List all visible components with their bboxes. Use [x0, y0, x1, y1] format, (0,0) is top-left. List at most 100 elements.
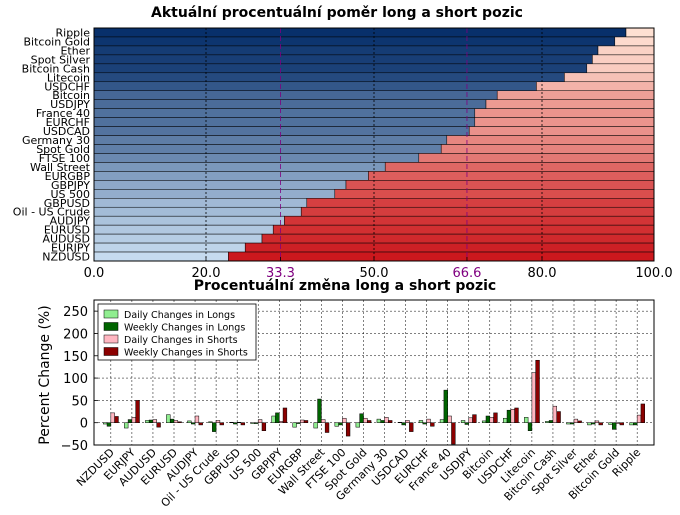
change-bar — [367, 420, 372, 423]
long-bar — [93, 189, 336, 199]
change-bar — [615, 422, 621, 424]
legend-swatch — [103, 347, 119, 356]
change-bar — [569, 422, 575, 425]
change-bar — [447, 415, 452, 423]
short-bar — [496, 90, 655, 100]
long-bar — [93, 117, 476, 127]
change-bar — [376, 418, 381, 423]
change-bar — [103, 422, 108, 425]
change-bar — [233, 422, 238, 425]
long-bar — [93, 54, 593, 65]
short-bar — [300, 206, 655, 217]
ratio-category-label: Litecoin — [47, 71, 90, 84]
legend-swatch — [103, 309, 119, 319]
short-bar — [597, 45, 655, 56]
long-bar — [93, 206, 302, 217]
long-bar — [93, 251, 229, 262]
long-bar — [93, 198, 308, 208]
short-bar — [272, 224, 655, 235]
change-bar — [430, 422, 435, 427]
change-bar — [145, 420, 150, 423]
long-bar — [93, 36, 616, 47]
short-bar — [228, 251, 655, 262]
change-bar — [300, 419, 305, 423]
change-legend: Daily Changes in Longs Weekly Changes in … — [97, 303, 257, 361]
ratio-category-label: NZDUSD — [42, 251, 90, 264]
ratio-chart: Aktuální procentuální poměr long a short… — [13, 5, 673, 281]
change-bar — [250, 422, 255, 424]
change-bar — [503, 417, 508, 423]
change-bar — [552, 405, 557, 423]
change-bar — [215, 420, 221, 423]
legend-label: Daily Changes in Longs — [124, 310, 235, 321]
ratio-category-label: Spot Silver — [31, 53, 91, 66]
long-bar — [93, 242, 246, 253]
short-bar — [368, 171, 655, 181]
y-tick-label: 150 — [63, 350, 88, 365]
change-bar — [598, 422, 603, 426]
long-bar — [93, 99, 487, 109]
x-tick-label: 80.0 — [528, 266, 557, 281]
change-bar — [363, 417, 368, 423]
change-bar — [384, 417, 389, 423]
change-bar — [194, 415, 200, 423]
change-bar — [573, 418, 579, 423]
change-chart-title: Procentuální změna long a short pozic — [194, 278, 496, 294]
y-tick-label: 200 — [63, 327, 88, 342]
ratio-category-label: EURUSD — [44, 224, 90, 237]
short-bar — [614, 36, 655, 47]
change-bar — [106, 422, 112, 427]
change-bar — [127, 419, 133, 423]
long-bar — [93, 126, 470, 136]
change-bar — [524, 417, 529, 423]
change-bar — [388, 420, 393, 423]
change-bar — [321, 419, 326, 423]
change-bar — [282, 407, 288, 423]
long-bar — [93, 72, 565, 83]
change-bar — [640, 403, 645, 423]
change-bar — [587, 422, 592, 426]
ratio-category-label: Germany 30 — [22, 134, 90, 147]
change-bar — [240, 422, 245, 426]
ratio-category-label: GBPUSD — [44, 197, 90, 210]
change-bar — [169, 418, 175, 423]
y-tick-label: 100 — [63, 372, 88, 387]
change-bar — [229, 421, 234, 423]
x-tick-label: 50.0 — [360, 266, 389, 281]
short-bar — [345, 180, 655, 190]
y-tick-label: 250 — [63, 305, 88, 320]
y-tick-label: −50 — [61, 439, 88, 454]
change-bar — [135, 400, 140, 423]
ratio-category-label: Ripple — [56, 26, 91, 39]
ratio-category-label: FTSE 100 — [39, 152, 90, 165]
change-bar — [510, 409, 515, 423]
change-bar — [313, 422, 318, 429]
change-bar — [485, 415, 491, 423]
short-bar — [306, 198, 655, 208]
ratio-category-label: USDJPY — [50, 98, 90, 111]
change-bar — [443, 389, 448, 423]
change-bar — [345, 422, 351, 437]
change-bar — [418, 420, 424, 423]
change-plot-frame — [93, 299, 655, 446]
long-bar — [93, 171, 369, 181]
change-bar — [380, 420, 385, 423]
change-bar — [271, 415, 276, 423]
short-bar — [564, 72, 655, 83]
y-tick-label: 50 — [71, 394, 88, 409]
long-bar — [93, 108, 476, 118]
ratio-category-label: USDCHF — [44, 80, 90, 93]
change-bar — [257, 419, 263, 423]
long-bar — [93, 90, 498, 100]
short-bar — [261, 233, 655, 244]
change-bar — [548, 420, 554, 423]
change-bar — [577, 420, 582, 423]
ratio-category-label: US 500 — [50, 188, 90, 201]
long-bar — [93, 135, 448, 145]
change-bar — [397, 421, 403, 423]
change-bar — [275, 412, 280, 423]
legend-box — [97, 303, 257, 361]
change-bar — [359, 413, 364, 423]
change-bar — [481, 420, 487, 423]
